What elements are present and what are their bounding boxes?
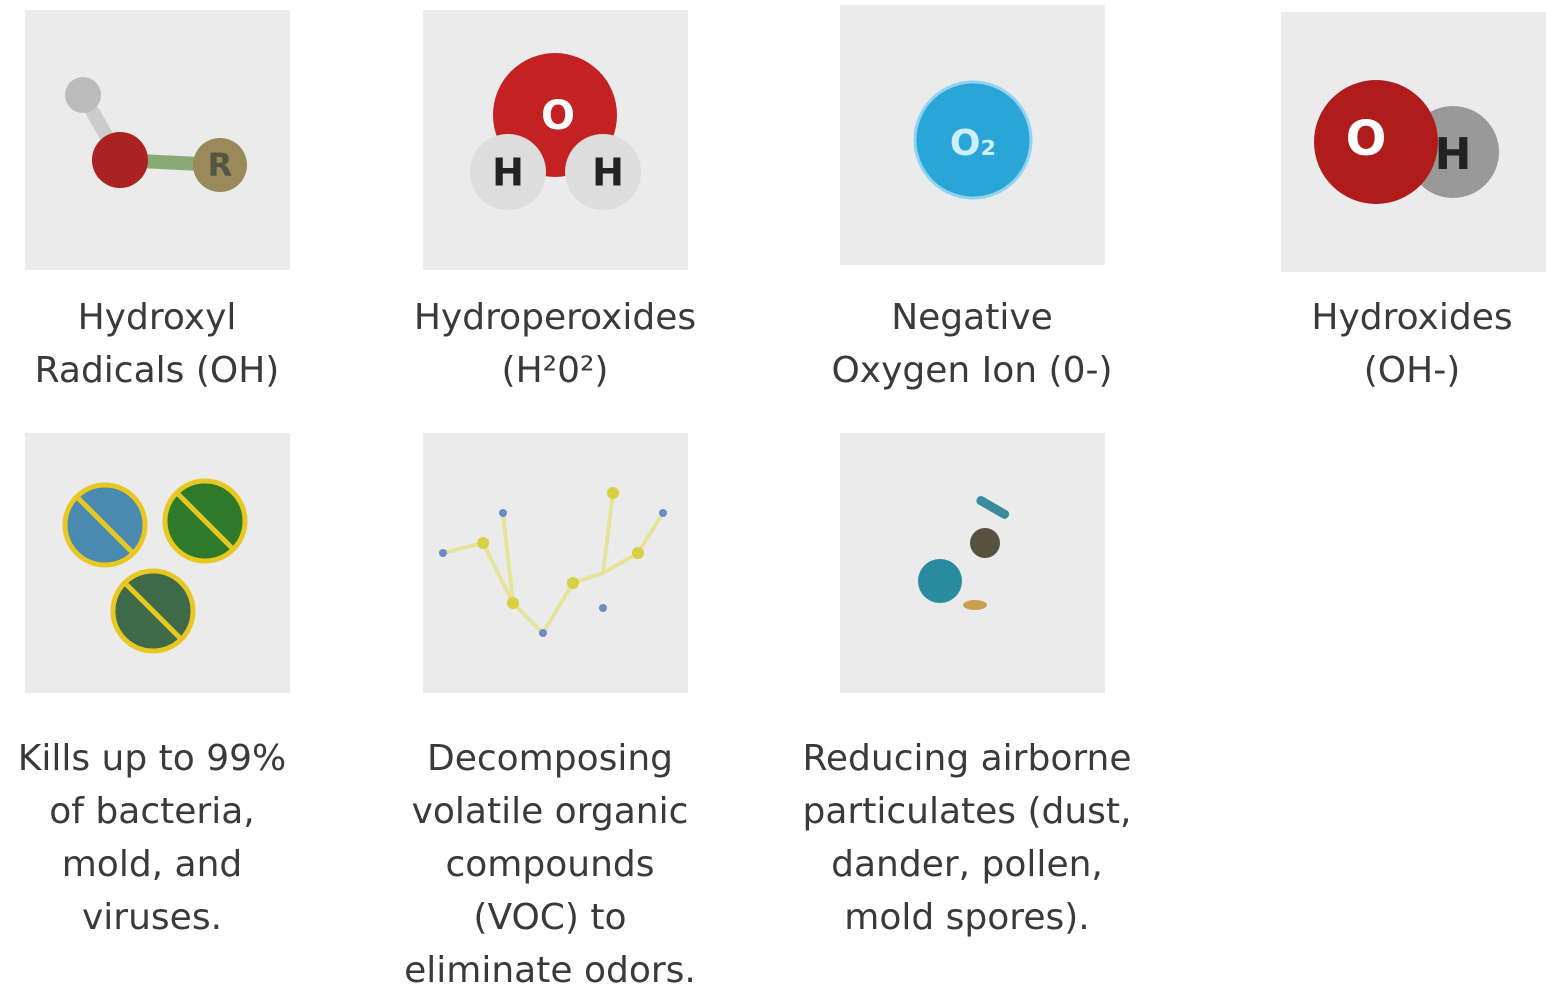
caption-line: Decomposing bbox=[426, 738, 674, 779]
caption: Negative Oxygen Ion (0-) bbox=[772, 291, 1172, 397]
voc-icon bbox=[423, 433, 688, 693]
caption-line: Oxygen Ion (0-) bbox=[831, 350, 1113, 391]
bacteria-icon bbox=[25, 433, 290, 693]
caption-line: Hydroxides bbox=[1311, 297, 1513, 338]
icon bbox=[439, 487, 667, 637]
caption-line: Kills up to 99% bbox=[17, 738, 287, 779]
caption-line: Radicals (OH) bbox=[34, 350, 280, 391]
icon: O H bbox=[1314, 80, 1499, 204]
icon: O H H bbox=[470, 53, 641, 210]
caption-line: Negative bbox=[891, 297, 1053, 338]
icon-label: H bbox=[492, 151, 524, 195]
icon-label: H bbox=[1435, 129, 1472, 180]
icon bbox=[62, 478, 248, 654]
hydroxyl-icon: R bbox=[25, 10, 290, 270]
caption-line: mold spores). bbox=[844, 897, 1090, 938]
caption-line: Hydroperoxides bbox=[413, 297, 697, 338]
caption: Hydroxyl Radicals (OH) bbox=[0, 291, 357, 397]
caption-line: eliminate odors. bbox=[404, 950, 696, 991]
hydroperoxide-icon: O H H bbox=[423, 10, 688, 270]
icon-label: R bbox=[208, 146, 233, 184]
caption: Hydroperoxides (H²0²) bbox=[355, 291, 755, 397]
oxygen-ion-icon: O₂ bbox=[840, 5, 1105, 265]
icon: O₂ bbox=[913, 80, 1033, 200]
caption: Hydroxides (OH-) bbox=[1212, 291, 1564, 397]
caption-line: volatile organic bbox=[411, 791, 689, 832]
icon bbox=[918, 496, 1010, 610]
caption: Reducing airborne particulates (dust, dand… bbox=[767, 732, 1167, 944]
hydroxide-icon: O H bbox=[1281, 12, 1546, 272]
caption-line: particulates (dust, bbox=[802, 791, 1132, 832]
icon-label: O bbox=[1346, 111, 1387, 167]
caption-line: dander, pollen, bbox=[831, 844, 1103, 885]
caption-line: viruses. bbox=[81, 897, 223, 938]
caption-line: Hydroxyl bbox=[77, 297, 237, 338]
particulates-icon bbox=[840, 433, 1105, 693]
icon-label: O bbox=[541, 93, 575, 139]
icon-label: H bbox=[592, 151, 624, 195]
caption-line: (H²0²) bbox=[501, 350, 609, 391]
caption-line: compounds bbox=[445, 844, 655, 885]
caption-line: (OH-) bbox=[1363, 350, 1461, 391]
caption-line: mold, and bbox=[61, 844, 243, 885]
icon: R bbox=[65, 77, 247, 192]
caption-line: (VOC) to bbox=[473, 897, 627, 938]
icon-label: O₂ bbox=[950, 123, 996, 164]
caption-line: of bacteria, bbox=[49, 791, 255, 832]
caption: Decomposing volatile organic compounds (VOC… bbox=[350, 732, 750, 997]
caption: Kills up to 99% of bacteria, mold, and viru… bbox=[0, 732, 352, 944]
caption-line: Reducing airborne bbox=[802, 738, 1132, 779]
